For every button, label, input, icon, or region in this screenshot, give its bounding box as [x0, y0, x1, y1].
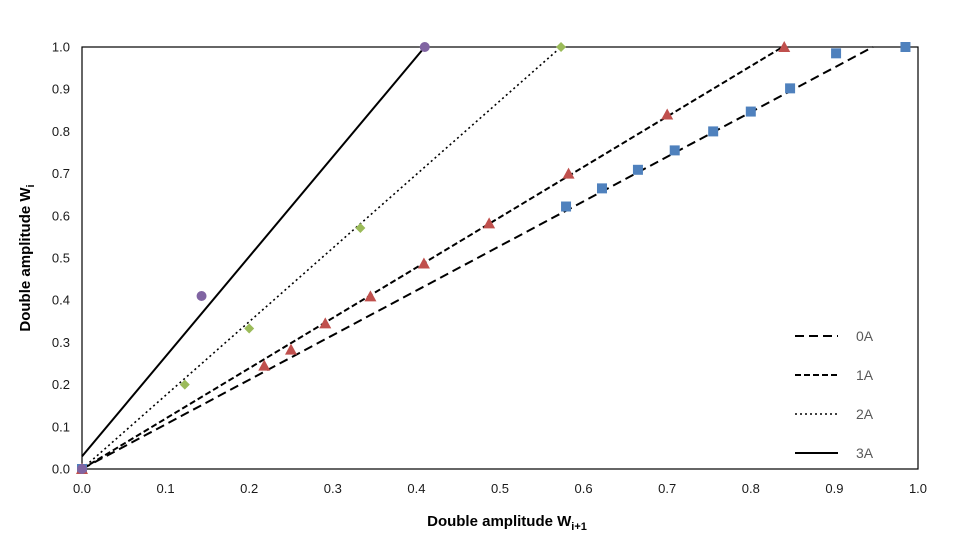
- data-point-2A: [179, 379, 190, 390]
- x-tick-label: 0.9: [825, 481, 843, 496]
- y-tick-label: 0.7: [52, 166, 70, 181]
- data-point-1A: [319, 317, 332, 329]
- data-point-0A: [561, 201, 572, 212]
- fit-line-3A: [81, 46, 426, 457]
- data-point-3A: [196, 290, 207, 301]
- x-tick-label: 0.6: [575, 481, 593, 496]
- data-point-0A: [900, 42, 911, 52]
- data-markers: [76, 41, 911, 474]
- data-point-0A: [596, 183, 607, 194]
- data-point-1A: [778, 41, 791, 52]
- data-point-1A: [562, 167, 575, 179]
- legend-label-3A: 3A: [856, 445, 874, 461]
- data-point-0A: [785, 83, 796, 94]
- fit-lines: [81, 46, 874, 470]
- plot-area: [81, 46, 919, 470]
- y-tick-label: 0.6: [52, 208, 70, 223]
- y-tick-label: 0.9: [52, 82, 70, 97]
- data-point-1A: [285, 343, 297, 355]
- fit-line-2A: [81, 46, 562, 470]
- x-tick-label: 0.2: [240, 481, 258, 496]
- x-tick-label: 0.7: [658, 481, 676, 496]
- data-point-2A: [355, 223, 366, 234]
- data-point-3A: [77, 464, 87, 474]
- legend-label-2A: 2A: [856, 406, 874, 422]
- fit-line-0A: [81, 46, 874, 470]
- x-tick-label: 0.8: [742, 481, 760, 496]
- y-tick-label: 0.1: [52, 419, 70, 434]
- data-point-2A: [244, 323, 255, 334]
- data-point-1A: [483, 217, 496, 229]
- x-tick-labels: 0.0 0.1 0.2 0.3 0.4 0.5 0.6 0.7 0.8 0.9 1.0: [73, 481, 927, 496]
- data-point-0A: [632, 164, 643, 175]
- x-axis-label: Double amplitude Wi+1: [427, 513, 587, 533]
- x-tick-label: 1.0: [909, 481, 927, 496]
- x-tick-label: 0.3: [324, 481, 342, 496]
- data-point-0A: [745, 106, 756, 117]
- y-tick-labels: 0.0 0.1 0.2 0.3 0.4 0.5 0.6 0.7 0.8 0.9 1.0: [52, 40, 70, 477]
- legend-label-0A: 0A: [856, 328, 874, 344]
- fit-line-1A: [81, 46, 784, 470]
- data-point-1A: [661, 108, 674, 120]
- data-point-0A: [708, 126, 719, 137]
- y-axis-label: Double amplitude Wi: [17, 184, 37, 331]
- legend: 0A 1A 2A 3A: [795, 328, 874, 461]
- y-tick-label: 0.4: [52, 293, 70, 308]
- y-tick-label: 0.2: [52, 377, 70, 392]
- data-point-2A: [556, 42, 567, 52]
- x-tick-label: 0.4: [407, 481, 425, 496]
- y-tick-label: 1.0: [52, 40, 70, 55]
- x-tick-label: 0.0: [73, 481, 91, 496]
- data-point-0A: [669, 145, 680, 156]
- y-tick-label: 0.0: [52, 462, 70, 477]
- x-tick-label: 0.5: [491, 481, 509, 496]
- data-point-1A: [258, 359, 271, 371]
- legend-label-1A: 1A: [856, 367, 874, 383]
- data-point-1A: [364, 290, 377, 302]
- y-tick-label: 0.3: [52, 335, 70, 350]
- data-point-0A: [831, 48, 842, 59]
- x-tick-label: 0.1: [157, 481, 175, 496]
- y-tick-label: 0.5: [52, 251, 70, 266]
- data-point-3A: [419, 42, 430, 52]
- data-point-1A: [417, 257, 430, 269]
- y-tick-label: 0.8: [52, 124, 70, 139]
